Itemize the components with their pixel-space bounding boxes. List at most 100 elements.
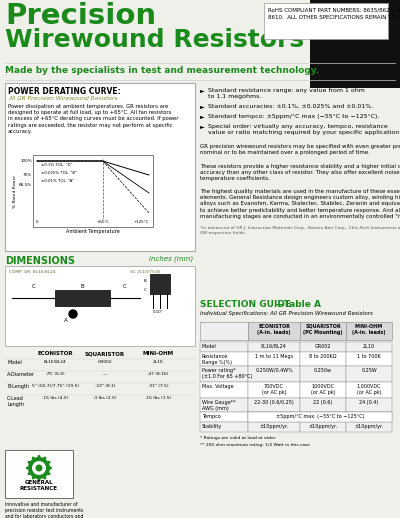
Text: ►: ► (200, 124, 205, 129)
Text: GR precision wirewound resistors may be specified with even greater precision, t: GR precision wirewound resistors may be … (200, 144, 400, 155)
Bar (346, 322, 392, 340)
Bar (200, 398, 248, 412)
Bar (300, 382, 346, 398)
Bar (300, 398, 346, 412)
Text: * Ratings are valid at load at order: * Ratings are valid at load at order (200, 436, 276, 440)
Text: .22" (8.1): .22" (8.1) (95, 384, 115, 388)
Text: DIMENSIONS: DIMENSIONS (5, 256, 75, 266)
Text: C: C (32, 284, 35, 289)
Text: 100%: 100% (20, 159, 32, 163)
Circle shape (26, 467, 29, 469)
Circle shape (43, 477, 46, 480)
Bar (300, 366, 346, 382)
Bar (200, 366, 248, 382)
Text: C: C (144, 288, 147, 292)
Text: C: C (123, 284, 127, 289)
Text: .15 lbs (1.5): .15 lbs (1.5) (145, 396, 171, 400)
Text: 8L16/8L24: 8L16/8L24 (261, 344, 287, 349)
Circle shape (32, 461, 46, 475)
Bar (33, 155, 153, 227)
Bar (55, 290, 110, 306)
Text: 1000VDC
(or AC pk): 1000VDC (or AC pk) (311, 384, 335, 395)
Text: Max. Voltage: Max. Voltage (202, 384, 234, 389)
Text: 24 (0.4): 24 (0.4) (359, 400, 379, 405)
Text: These resistors provide a higher resistance stability and a higher initial calib: These resistors provide a higher resista… (200, 164, 400, 181)
Text: POWER DERATING CURVE:: POWER DERATING CURVE: (8, 87, 121, 96)
Text: B: B (144, 279, 147, 283)
Text: Special order: virtually any accuracy, tempco, resistance
value or ratio matchin: Special order: virtually any accuracy, t… (208, 124, 400, 135)
Circle shape (32, 477, 35, 480)
Text: —Table A: —Table A (275, 300, 321, 309)
Text: 5" (02.7)/7.75" (19.5): 5" (02.7)/7.75" (19.5) (32, 384, 78, 388)
Text: 0.25W: 0.25W (361, 368, 377, 373)
Text: ±0.01% TOL. “A”: ±0.01% TOL. “A” (41, 179, 74, 183)
Text: Precision: Precision (5, 2, 156, 30)
Bar (300, 422, 346, 432)
Text: ►: ► (200, 104, 205, 109)
Text: SQUARISTOR: SQUARISTOR (85, 351, 125, 356)
Text: GENERAL
RESISTANCE: GENERAL RESISTANCE (20, 480, 58, 491)
Circle shape (43, 456, 46, 459)
Bar (5, 266, 195, 346)
Text: ±5ppm/°C max. (−55°C to −125°C): ±5ppm/°C max. (−55°C to −125°C) (276, 414, 364, 419)
Text: Resistance
Range %(%): Resistance Range %(%) (202, 354, 232, 365)
Text: A-Diameter: A-Diameter (7, 372, 35, 377)
Circle shape (38, 455, 40, 458)
Bar (200, 322, 248, 340)
Text: Model: Model (7, 360, 22, 365)
Text: Power rating*
(±1.0 For 65 +80°C): Power rating* (±1.0 For 65 +80°C) (202, 368, 252, 379)
Text: MINI-OHM: MINI-OHM (142, 351, 174, 356)
Text: Model: Model (202, 344, 217, 349)
Text: ►: ► (200, 88, 205, 93)
Text: 0.250W/0.4W%: 0.250W/0.4W% (255, 368, 293, 373)
Text: MINI-OHM
(A-in. leads): MINI-OHM (A-in. leads) (352, 324, 386, 335)
Bar (300, 352, 346, 366)
Bar (5, 83, 195, 251)
Bar (346, 342, 392, 352)
Text: 0.250w: 0.250w (314, 368, 332, 373)
Text: ►: ► (200, 114, 205, 119)
Bar (300, 412, 346, 422)
Bar (5, 450, 73, 498)
Bar (346, 398, 392, 412)
Text: B-Length: B-Length (7, 384, 29, 389)
Text: ±10ppm/yr.: ±10ppm/yr. (308, 424, 338, 429)
Text: 1 m to 11 Megs: 1 m to 11 Megs (255, 354, 293, 359)
Circle shape (36, 465, 42, 471)
Text: *In advanced of GR J. Instruction Materials Corp., Barnes-Ann Corp., Chic-Tech I: *In advanced of GR J. Instruction Materi… (200, 226, 400, 235)
Text: ±0.025% TOL. “B”: ±0.025% TOL. “B” (41, 171, 77, 175)
Text: ±10ppm/yr.: ±10ppm/yr. (260, 424, 288, 429)
Circle shape (28, 461, 30, 464)
Text: 700VDC
(or AC pk): 700VDC (or AC pk) (262, 384, 286, 395)
Bar (346, 422, 392, 432)
Bar (248, 342, 300, 352)
Bar (200, 342, 248, 352)
Bar (150, 274, 170, 294)
Bar (300, 342, 346, 352)
Bar (200, 422, 248, 432)
Text: 1,000VDC
(or AC pk): 1,000VDC (or AC pk) (357, 384, 381, 395)
Text: inches (mm): inches (mm) (149, 256, 193, 263)
Bar (346, 412, 392, 422)
Text: ** 200 ohm maximum rating: 1/2 Watt in this case: ** 200 ohm maximum rating: 1/2 Watt in t… (200, 443, 310, 447)
Text: 22 (0.6): 22 (0.6) (313, 400, 333, 405)
Bar (346, 366, 392, 382)
Circle shape (28, 457, 50, 479)
Circle shape (48, 472, 50, 475)
Text: ECONISTOR
(A-in. leads): ECONISTOR (A-in. leads) (257, 324, 291, 335)
Text: B: B (81, 284, 84, 289)
Bar (200, 352, 248, 366)
Text: SQUARISTOR
(PC Mounting): SQUARISTOR (PC Mounting) (303, 324, 343, 335)
Text: 75%: 75% (23, 173, 32, 177)
Bar (200, 412, 248, 422)
Text: ±10ppm/yr.: ±10ppm/yr. (354, 424, 384, 429)
Text: Stability: Stability (202, 424, 222, 429)
Text: .31" (7.5): .31" (7.5) (148, 384, 168, 388)
Bar (248, 412, 300, 422)
Text: +125°C: +125°C (134, 220, 149, 224)
Polygon shape (310, 0, 400, 88)
Text: % Rated Power: % Rated Power (13, 175, 17, 208)
Text: ECONISTOR: ECONISTOR (37, 351, 73, 356)
Text: Innovative and manufacturer of
precision resistor test instruments
and for labor: Innovative and manufacturer of precision… (5, 502, 83, 518)
Text: SC 2L10/7536: SC 2L10/7536 (130, 270, 160, 274)
